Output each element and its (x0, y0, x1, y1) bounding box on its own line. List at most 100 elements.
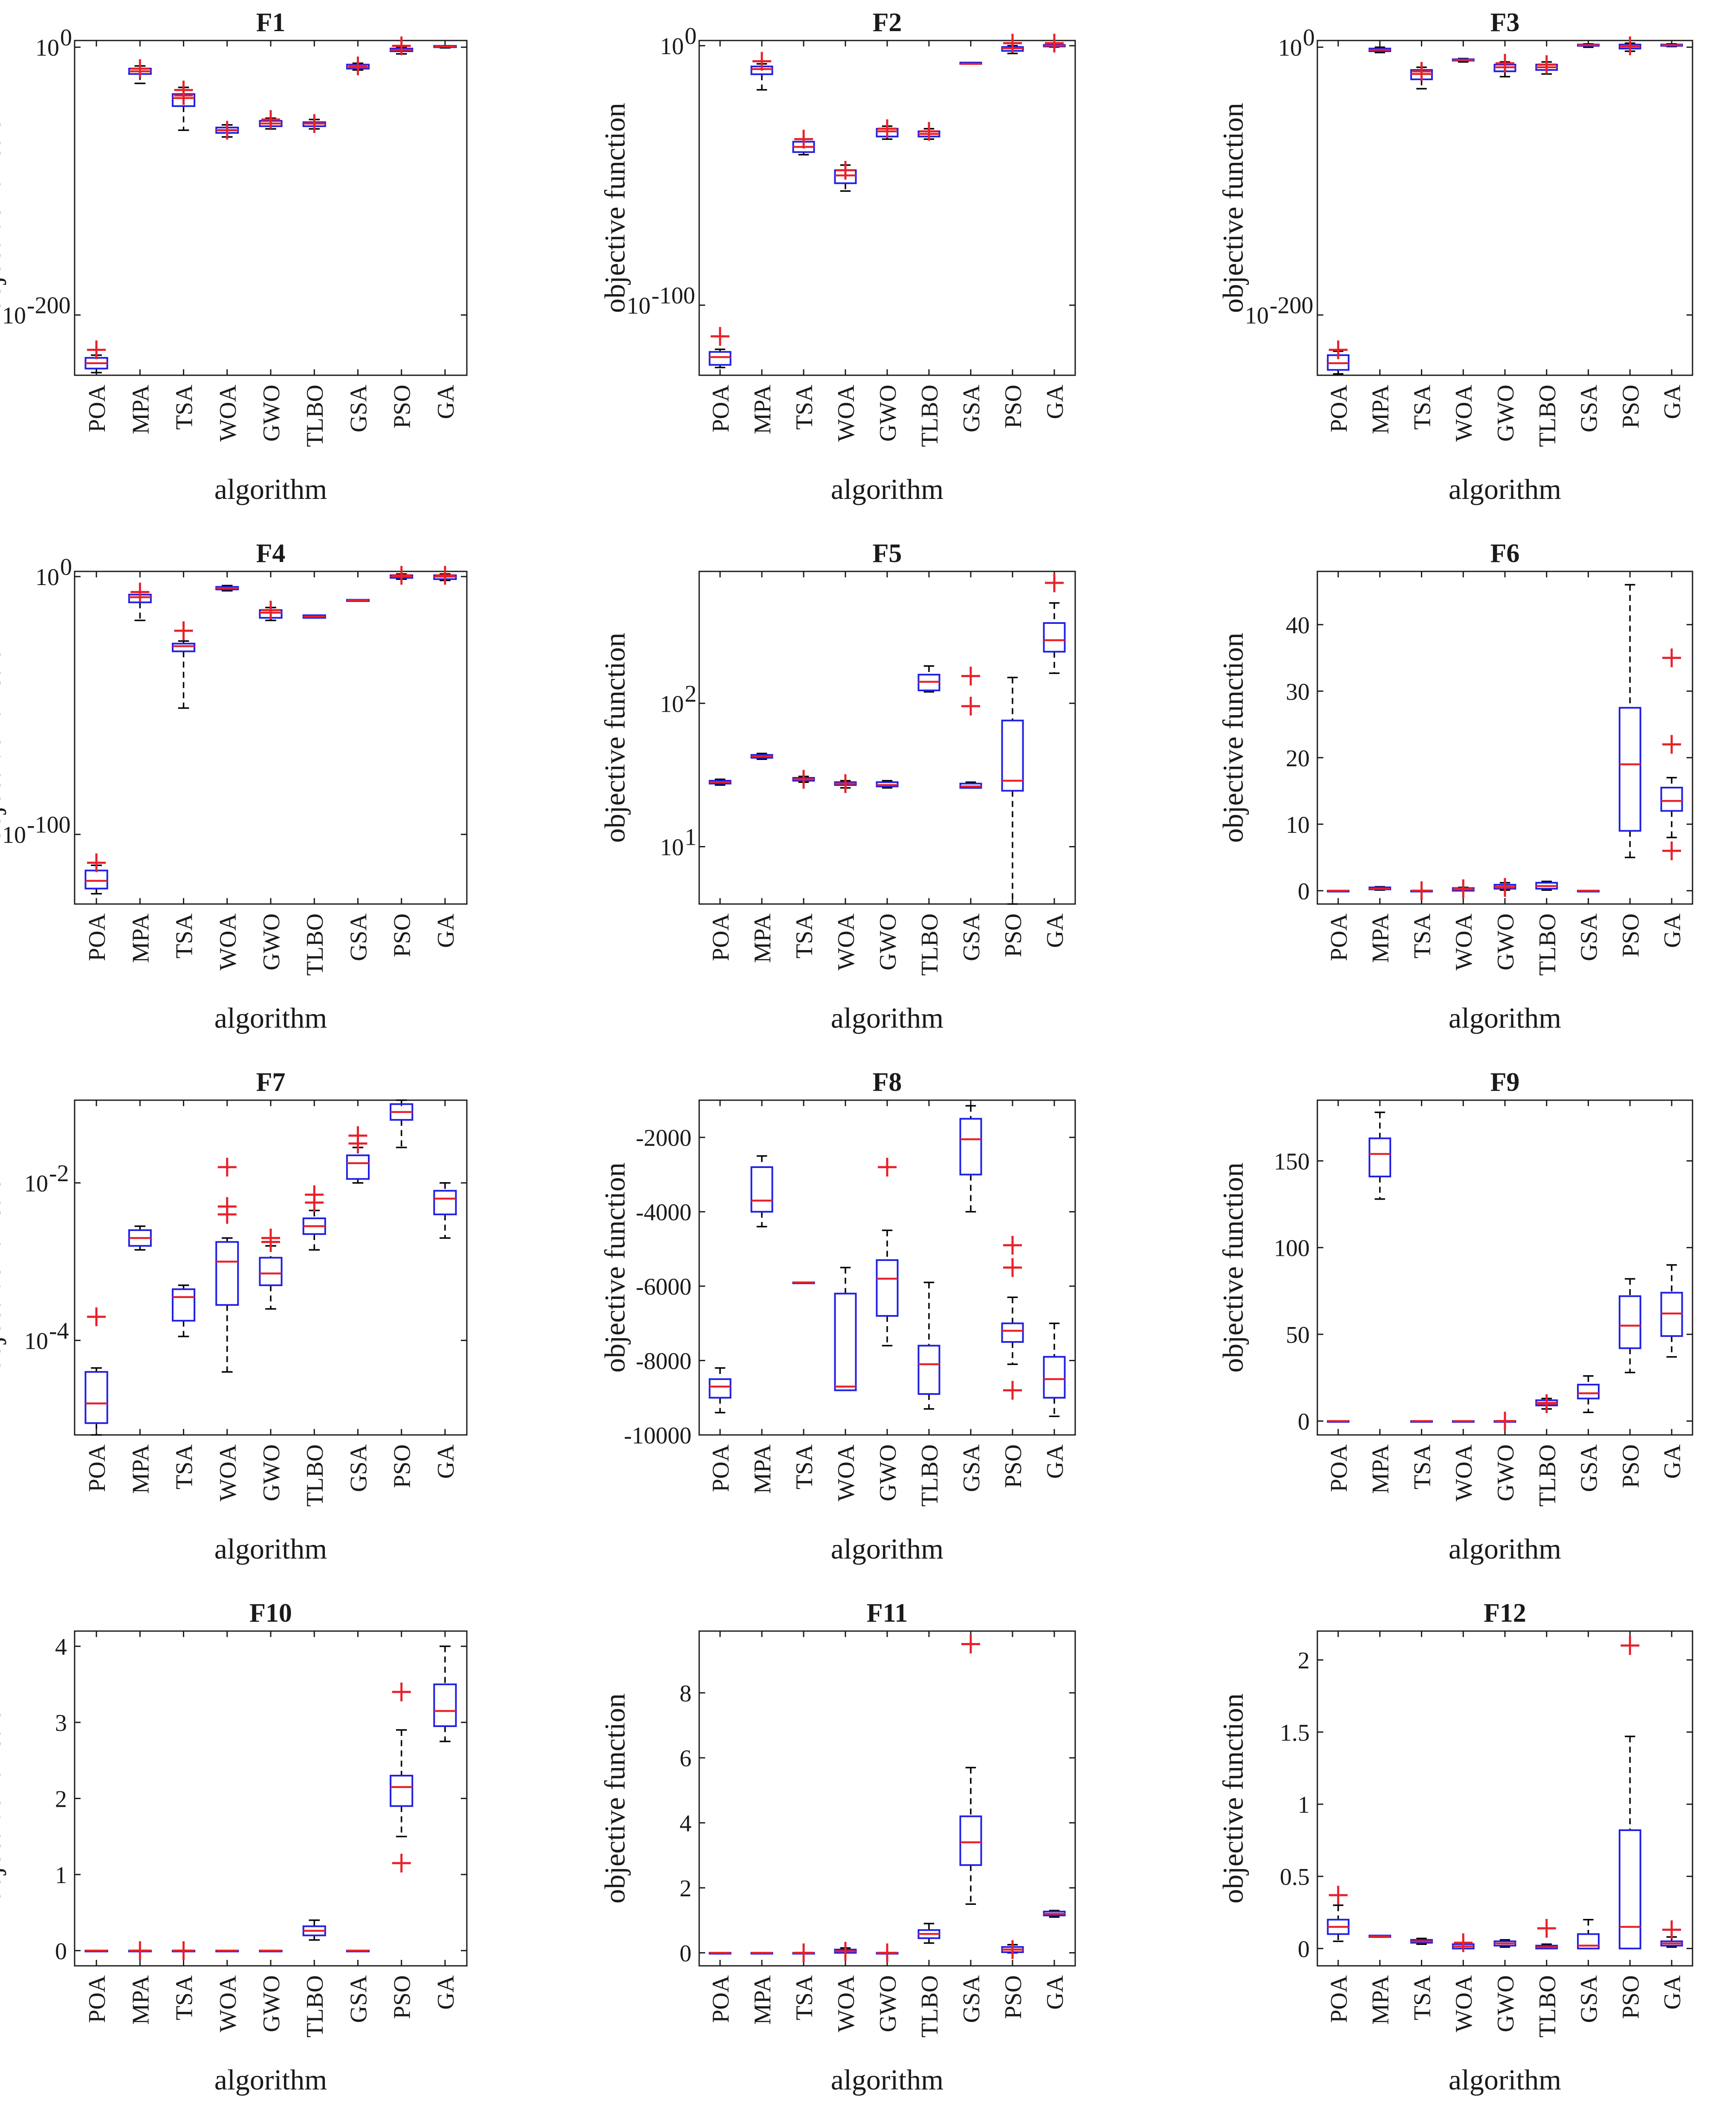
box-gwo (876, 1943, 899, 1962)
outlier-marker (878, 1158, 897, 1177)
x-category-label: GSA (1576, 384, 1603, 432)
box-poa (1327, 1886, 1350, 1942)
box-pso (1618, 1278, 1641, 1374)
x-category-label: WOA (215, 1975, 241, 2032)
axes-frame (698, 40, 1076, 376)
outlier-marker (87, 1307, 106, 1326)
subplot-title: F10 (249, 1599, 292, 1628)
x-category-label: PSO (389, 1444, 416, 1488)
outlier-marker (1662, 1920, 1681, 1939)
box-mpa (1369, 1934, 1392, 1938)
y-tick-exponent: 2 (685, 681, 697, 707)
y-tick-label: 10 (627, 293, 651, 319)
box-tsa (172, 1941, 196, 1960)
y-axis-label: objective function (0, 103, 6, 313)
x-category-label: GSA (345, 1444, 372, 1492)
x-category-label: TSA (1409, 1444, 1435, 1489)
box-gwo (876, 780, 899, 789)
x-category-label: TSA (1409, 1975, 1435, 2020)
iqr-box (1577, 1933, 1600, 1950)
box-gsa (959, 1634, 982, 1905)
x-category-label: MPA (749, 1444, 776, 1494)
y-tick-exponent: 0 (60, 25, 72, 51)
box-tsa (172, 1284, 196, 1337)
x-category-label: WOA (833, 1444, 859, 1501)
subplot-f6: F6 0 10 20 30 40 POA MPA TSA WOA GWO TLBO GSA PSO GA al… (1217, 539, 1693, 1034)
outlier-marker (1496, 1411, 1514, 1431)
box-pso (390, 36, 414, 55)
box-gsa (959, 61, 982, 65)
x-axis-label: algorithm (831, 473, 943, 505)
subplot-f8: F8 -2000 -4000 -6000 -8000 -10000 POA MPA TSA WOA… (599, 1068, 1076, 1565)
y-tick-label: 10 (660, 33, 684, 60)
box-mpa (1369, 1111, 1392, 1200)
x-category-label: POA (708, 913, 734, 961)
outlier-marker (961, 697, 980, 716)
x-category-label: TLBO (917, 385, 943, 447)
x-axis-label: algorithm (214, 473, 327, 505)
box-poa (1327, 890, 1350, 893)
outlier-marker (305, 114, 324, 133)
y-tick-label: 0 (1298, 878, 1310, 905)
subplot-f12: F12 0 0.5 1 1.5 2 POA MPA TSA WOA GWO TLBO GSA PSO GA a… (1217, 1599, 1693, 2096)
outlier-marker (392, 1682, 411, 1701)
x-category-label: TLBO (302, 913, 328, 976)
subplot-title: F8 (873, 1068, 902, 1097)
subplot-title: F5 (873, 539, 902, 568)
iqr-box (84, 869, 108, 890)
x-category-label: PSO (1000, 385, 1027, 429)
outlier-marker (961, 1634, 980, 1654)
x-category-label: POA (1326, 1444, 1352, 1492)
x-category-label: PSO (389, 1975, 416, 2019)
subplot-f11: F11 0 2 4 6 8 POA MPA TSA WOA GWO TLBO GSA PSO GA algor… (599, 1599, 1076, 2096)
box-gsa (1577, 890, 1600, 893)
box-gsa (1577, 1918, 1600, 1950)
y-tick-label: 10 (660, 835, 684, 861)
x-category-label: GA (1659, 913, 1686, 948)
box-gsa (959, 1105, 982, 1213)
y-tick-label: 1 (1298, 1792, 1310, 1818)
box-woa (834, 1942, 857, 1961)
box-poa (709, 778, 732, 786)
y-tick-label: 3 (55, 1710, 67, 1736)
axes-frame (74, 1630, 468, 1967)
x-category-label: TSA (1409, 913, 1435, 958)
box-gwo (1493, 54, 1516, 78)
x-category-label: GWO (875, 1975, 901, 2032)
box-ga (1660, 1264, 1683, 1358)
box-woa (1452, 1933, 1475, 1952)
x-category-label: TLBO (1534, 1444, 1561, 1507)
x-category-label: TSA (791, 384, 818, 429)
x-category-label: TLBO (917, 1444, 943, 1507)
y-tick-label: 0 (1298, 1936, 1310, 1962)
box-pso (390, 566, 414, 585)
outlier-marker (348, 1134, 367, 1153)
x-category-label: TSA (171, 1975, 198, 2020)
axes-frame (1316, 40, 1693, 376)
box-tlbo (917, 1281, 940, 1410)
y-tick-label: 10 (2, 303, 26, 329)
box-gwo (259, 110, 283, 130)
box-poa (709, 327, 732, 368)
outlier-marker (1537, 1394, 1556, 1413)
iqr-box (215, 1241, 239, 1306)
y-tick-label: 10 (2, 822, 26, 849)
x-axis-label: algorithm (1449, 2063, 1561, 2096)
y-axis-label: objective function (599, 1162, 631, 1373)
outlier-marker (1620, 36, 1640, 55)
outlier-marker (836, 161, 855, 180)
outlier-marker (1537, 55, 1556, 74)
x-category-label: WOA (833, 1975, 859, 2032)
y-tick-label: 0 (1298, 1408, 1310, 1435)
box-poa (84, 1307, 108, 1436)
outlier-marker (392, 1854, 411, 1873)
subplot-title: F2 (873, 8, 902, 37)
y-tick-label: 8 (680, 1681, 692, 1707)
x-category-label: POA (1326, 384, 1352, 432)
box-pso (1618, 584, 1641, 858)
x-category-label: GA (433, 1444, 459, 1478)
